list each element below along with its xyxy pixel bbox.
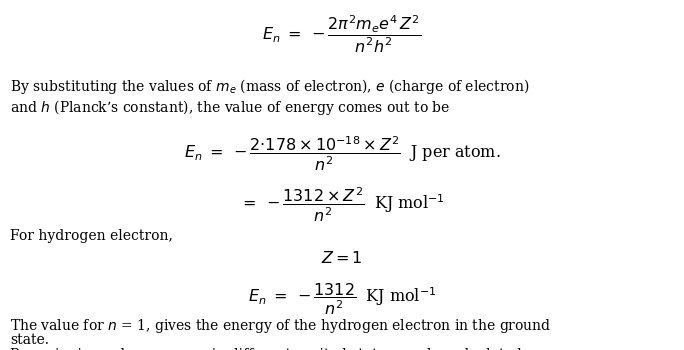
Text: For hydrogen electron,: For hydrogen electron, xyxy=(10,229,173,243)
Text: $Z = 1$: $Z = 1$ xyxy=(321,250,363,267)
Text: $= \;-\dfrac{1312 \times Z^2}{n^2}\;$ KJ mol$^{-1}$: $= \;-\dfrac{1312 \times Z^2}{n^2}\;$ KJ… xyxy=(239,186,445,224)
Text: $E_n \;=\; -\dfrac{2\pi^2 m_e e^4\, Z^2}{n^2 h^2}$: $E_n \;=\; -\dfrac{2\pi^2 m_e e^4\, Z^2}… xyxy=(263,14,421,55)
Text: and $h$ (Planck’s constant), the value of energy comes out to be: and $h$ (Planck’s constant), the value o… xyxy=(10,98,451,117)
Text: $E_n \;=\; -\dfrac{1312}{n^2}\;$ KJ mol$^{-1}$: $E_n \;=\; -\dfrac{1312}{n^2}\;$ KJ mol$… xyxy=(248,282,436,317)
Text: $E_n \;=\; -\dfrac{2{\cdot}178 \times 10^{-18} \times Z^2}{n^2}\;$ J per atom.: $E_n \;=\; -\dfrac{2{\cdot}178 \times 10… xyxy=(183,135,501,173)
Text: The value for $n$ = 1, gives the energy of the hydrogen electron in the ground: The value for $n$ = 1, gives the energy … xyxy=(10,317,551,335)
Text: By substituting the values of $m_e$ (mass of electron), $e$ (charge of electron): By substituting the values of $m_e$ (mas… xyxy=(10,77,529,96)
Text: By assigning values, energy in different excited states can be calculated.: By assigning values, energy in different… xyxy=(10,348,526,350)
Text: state.: state. xyxy=(10,333,49,347)
